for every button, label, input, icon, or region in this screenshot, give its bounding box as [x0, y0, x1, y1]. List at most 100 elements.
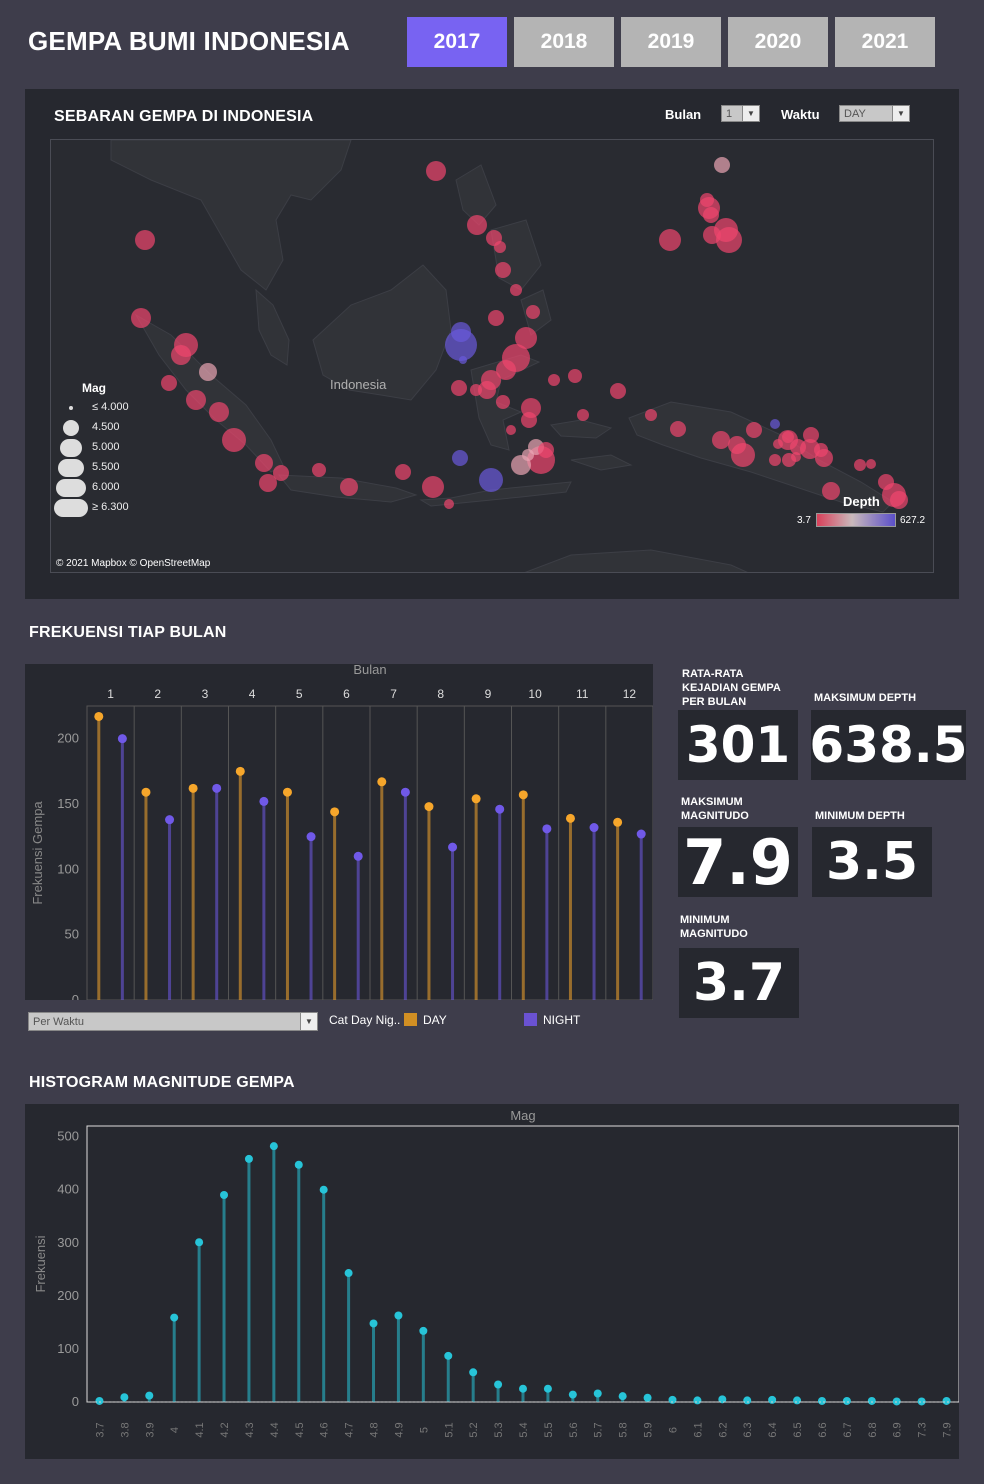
point-freq[interactable] [394, 1311, 403, 1320]
map-canvas[interactable]: Indonesia [51, 140, 934, 573]
point-freq[interactable] [469, 1368, 478, 1377]
point-night[interactable] [400, 787, 410, 797]
point-night[interactable] [589, 823, 599, 833]
point-freq[interactable] [842, 1396, 851, 1405]
earthquake-point[interactable] [670, 421, 686, 437]
point-freq[interactable] [643, 1393, 652, 1402]
earthquake-point[interactable] [426, 161, 446, 181]
point-freq[interactable] [369, 1319, 378, 1328]
point-day[interactable] [565, 813, 575, 823]
year-tab-2020[interactable]: 2020 [728, 17, 828, 67]
earthquake-point[interactable] [496, 360, 516, 380]
point-freq[interactable] [593, 1389, 602, 1398]
point-freq[interactable] [942, 1396, 951, 1405]
point-freq[interactable] [768, 1395, 777, 1404]
bulan-dropdown[interactable]: 1 ▼ [721, 105, 760, 122]
point-freq[interactable] [170, 1313, 179, 1322]
point-night[interactable] [212, 783, 222, 793]
earthquake-point[interactable] [444, 499, 454, 509]
point-night[interactable] [542, 824, 552, 834]
earthquake-point[interactable] [479, 468, 503, 492]
earthquake-point[interactable] [716, 227, 742, 253]
earthquake-point[interactable] [659, 229, 681, 251]
earthquake-point[interactable] [451, 322, 471, 342]
earthquake-point[interactable] [451, 380, 467, 396]
point-freq[interactable] [793, 1396, 802, 1405]
earthquake-point[interactable] [700, 193, 714, 207]
earthquake-point[interactable] [712, 431, 730, 449]
point-freq[interactable] [718, 1395, 727, 1404]
earthquake-point[interactable] [800, 439, 820, 459]
point-night[interactable] [448, 842, 458, 852]
earthquake-point[interactable] [510, 284, 522, 296]
chevron-down-icon[interactable]: ▼ [300, 1013, 317, 1030]
earthquake-point[interactable] [135, 230, 155, 250]
point-freq[interactable] [743, 1396, 752, 1405]
earthquake-point[interactable] [481, 370, 501, 390]
point-freq[interactable] [419, 1326, 428, 1335]
point-night[interactable] [306, 832, 316, 842]
point-freq[interactable] [668, 1395, 677, 1404]
point-day[interactable] [188, 783, 198, 793]
point-day[interactable] [424, 802, 434, 812]
point-freq[interactable] [220, 1191, 229, 1199]
earthquake-point[interactable] [769, 454, 781, 466]
earthquake-point[interactable] [773, 439, 783, 449]
earthquake-point[interactable] [222, 428, 246, 452]
earthquake-point[interactable] [199, 363, 217, 381]
earthquake-point[interactable] [822, 482, 840, 500]
point-freq[interactable] [244, 1154, 253, 1163]
point-freq[interactable] [917, 1397, 926, 1406]
earthquake-point[interactable] [255, 454, 273, 472]
earthquake-point[interactable] [548, 374, 560, 386]
earthquake-point[interactable] [515, 327, 537, 349]
point-freq[interactable] [120, 1393, 129, 1402]
point-freq[interactable] [494, 1380, 503, 1389]
legend-night-swatch[interactable] [524, 1013, 537, 1026]
point-day[interactable] [282, 787, 292, 797]
earthquake-point[interactable] [209, 402, 229, 422]
earthquake-point[interactable] [273, 465, 289, 481]
point-freq[interactable] [892, 1397, 901, 1406]
point-freq[interactable] [817, 1396, 826, 1405]
point-freq[interactable] [344, 1269, 353, 1278]
waktu-dropdown[interactable]: DAY ▼ [839, 105, 910, 122]
legend-day-swatch[interactable] [404, 1013, 417, 1026]
earthquake-point[interactable] [161, 375, 177, 391]
earthquake-point[interactable] [494, 241, 506, 253]
per-waktu-dropdown[interactable]: Per Waktu ▼ [28, 1012, 318, 1031]
point-night[interactable] [495, 804, 505, 814]
point-day[interactable] [141, 787, 151, 797]
earthquake-map[interactable]: Indonesia [50, 139, 934, 573]
point-freq[interactable] [618, 1392, 627, 1401]
earthquake-point[interactable] [395, 464, 411, 480]
point-freq[interactable] [294, 1160, 303, 1169]
point-day[interactable] [330, 807, 340, 817]
earthquake-point[interactable] [171, 345, 191, 365]
earthquake-point[interactable] [522, 449, 534, 461]
earthquake-point[interactable] [259, 474, 277, 492]
point-day[interactable] [613, 817, 623, 827]
point-freq[interactable] [444, 1351, 453, 1360]
earthquake-point[interactable] [815, 449, 833, 467]
earthquake-point[interactable] [791, 452, 801, 462]
point-freq[interactable] [195, 1238, 204, 1247]
point-day[interactable] [518, 790, 528, 800]
earthquake-point[interactable] [890, 491, 908, 509]
earthquake-point[interactable] [568, 369, 582, 383]
earthquake-point[interactable] [803, 427, 819, 443]
earthquake-point[interactable] [854, 459, 866, 471]
earthquake-point[interactable] [131, 308, 151, 328]
earthquake-point[interactable] [496, 395, 510, 409]
earthquake-point[interactable] [746, 422, 762, 438]
point-night[interactable] [117, 734, 127, 744]
earthquake-point[interactable] [459, 356, 467, 364]
point-night[interactable] [353, 851, 363, 861]
earthquake-point[interactable] [470, 384, 482, 396]
year-tab-2017[interactable]: 2017 [407, 17, 507, 67]
earthquake-point[interactable] [577, 409, 589, 421]
earthquake-point[interactable] [452, 450, 468, 466]
point-freq[interactable] [519, 1384, 527, 1393]
point-freq[interactable] [543, 1384, 552, 1393]
earthquake-point[interactable] [521, 398, 541, 418]
